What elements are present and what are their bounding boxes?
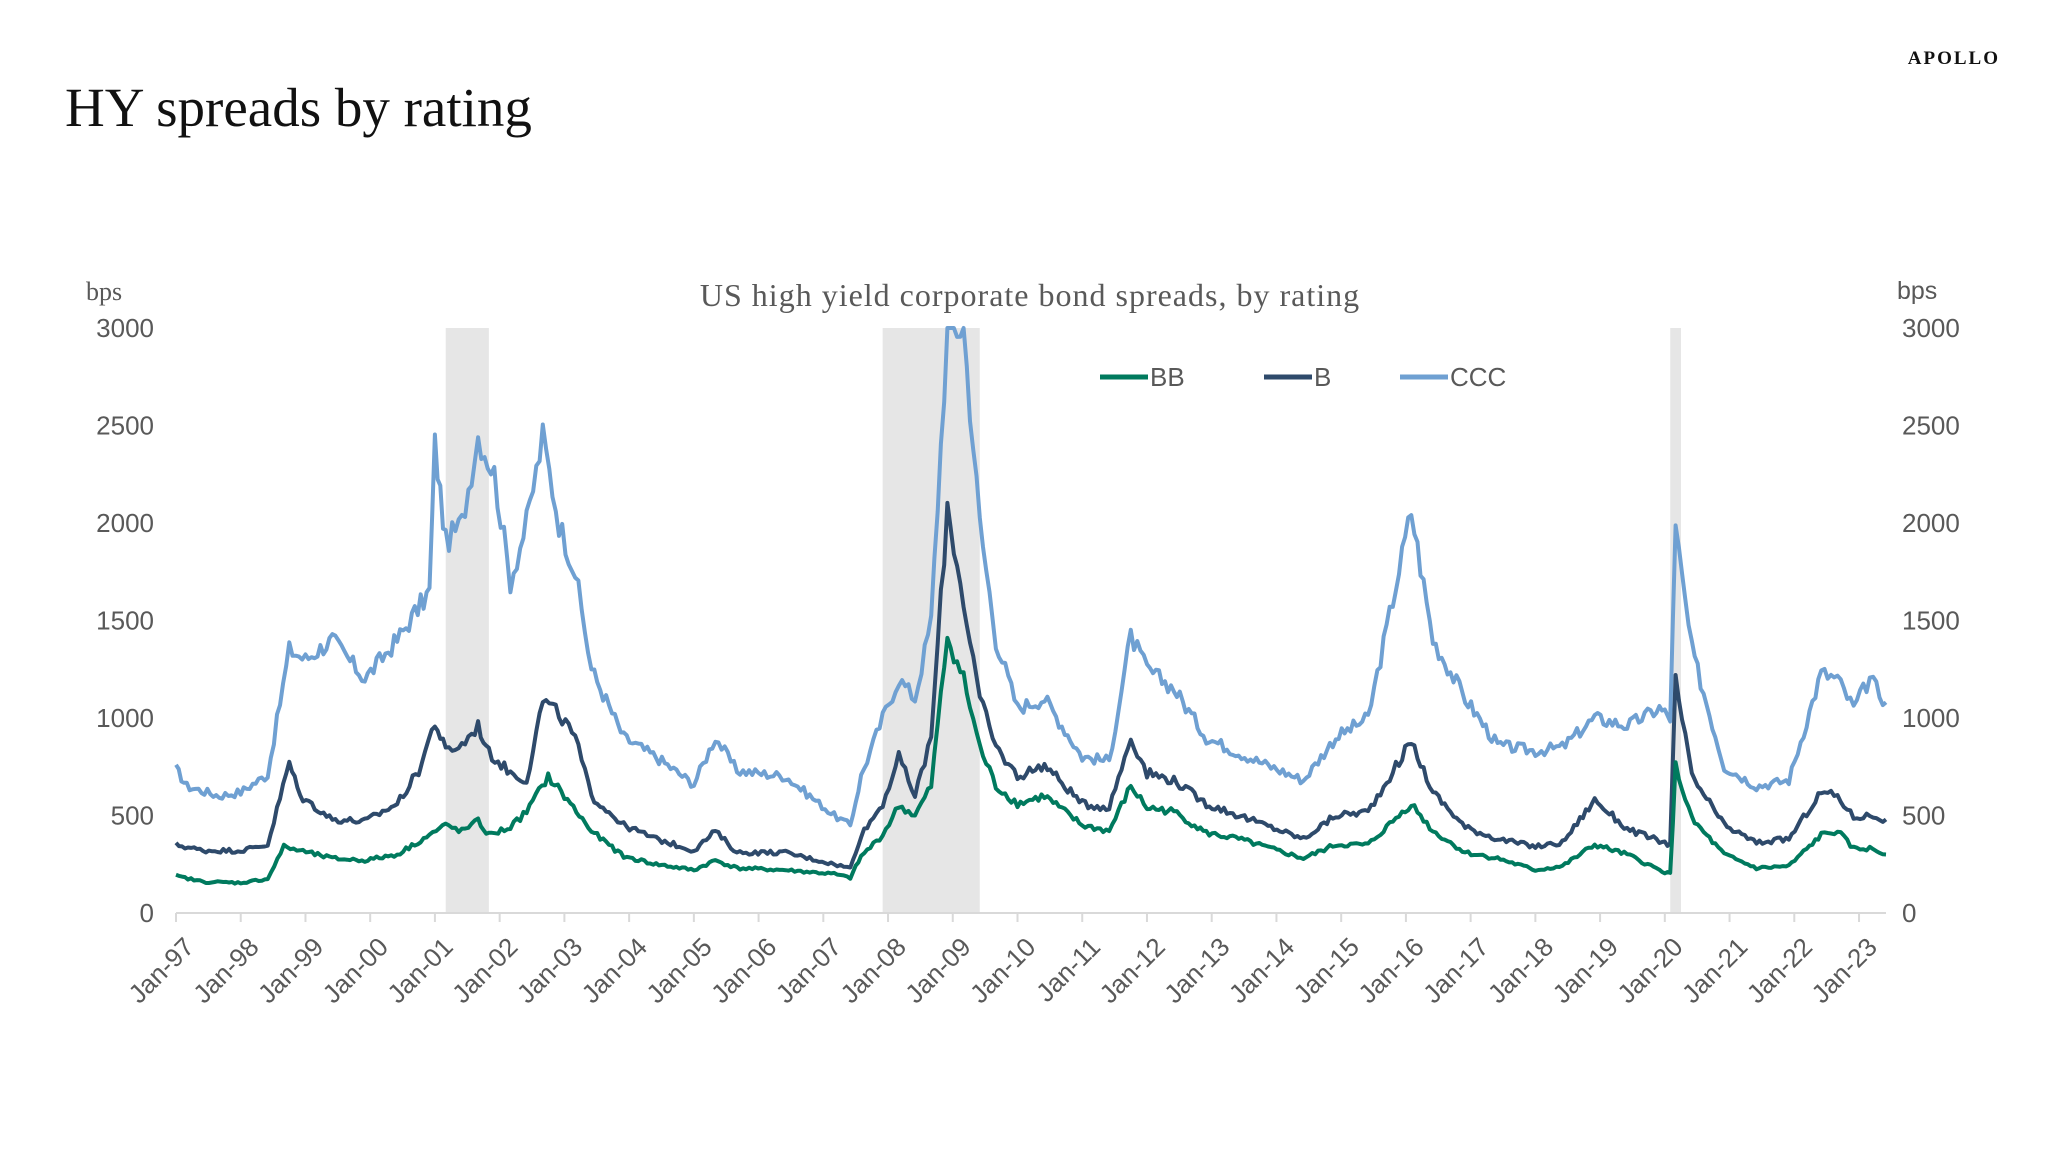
y-tick-label-right: 3000 xyxy=(1902,313,1960,343)
chart-title: US high yield corporate bond spreads, by… xyxy=(700,277,1360,313)
x-ticks: Jan-97Jan-98Jan-99Jan-00Jan-01Jan-02Jan-… xyxy=(122,913,1883,1009)
y-tick-label-left: 1000 xyxy=(96,703,154,733)
series-line-b xyxy=(174,500,1888,870)
x-tick-label: Jan-04 xyxy=(576,932,653,1009)
y-tick-label-left: 1500 xyxy=(96,606,154,636)
y-axis-label-left: bps xyxy=(86,277,122,306)
x-tick-label: Jan-11 xyxy=(1030,932,1106,1008)
x-tick-label: Jan-09 xyxy=(899,932,976,1009)
y-tick-label-right: 0 xyxy=(1902,898,1916,928)
legend-label-b: B xyxy=(1314,362,1331,392)
x-tick-label: Jan-15 xyxy=(1288,932,1365,1009)
x-tick-label: Jan-13 xyxy=(1158,932,1235,1009)
legend-label-ccc: CCC xyxy=(1450,362,1506,392)
y-tick-label-right: 1500 xyxy=(1902,606,1960,636)
page-title: HY spreads by rating xyxy=(65,77,532,138)
x-tick-label: Jan-01 xyxy=(381,932,458,1009)
x-tick-label: Jan-00 xyxy=(317,932,394,1009)
x-tick-label: Jan-14 xyxy=(1223,932,1300,1009)
y-tick-label-right: 500 xyxy=(1902,801,1945,831)
x-tick-label: Jan-19 xyxy=(1546,932,1623,1009)
y-tick-label-right: 2500 xyxy=(1902,411,1960,441)
series-line-bb xyxy=(175,635,1887,886)
recession-bands xyxy=(445,328,1682,913)
legend: BB B CCC xyxy=(1100,362,1506,392)
series-lines xyxy=(174,326,1888,886)
y-axis-label-right: bps xyxy=(1897,277,1937,305)
y-tick-label-left: 2000 xyxy=(96,508,154,538)
y-tick-label-left: 500 xyxy=(111,801,154,831)
legend-label-bb: BB xyxy=(1150,362,1185,392)
x-tick-label: Jan-02 xyxy=(446,932,523,1009)
y-tick-label-left: 3000 xyxy=(96,313,154,343)
y-ticks-left: 0 500 1000 1500 2000 2500 3000 xyxy=(96,313,154,928)
x-tick-label: Jan-21 xyxy=(1676,932,1753,1009)
x-tick-label: Jan-16 xyxy=(1352,932,1429,1009)
y-tick-label-left: 0 xyxy=(140,898,154,928)
recession-band-3 xyxy=(1670,328,1682,913)
x-tick-label: Jan-08 xyxy=(834,932,911,1009)
y-tick-label-right: 2000 xyxy=(1902,508,1960,538)
y-tick-label-right: 1000 xyxy=(1902,703,1960,733)
x-tick-label: Jan-98 xyxy=(187,932,264,1009)
series-line-ccc xyxy=(174,326,1888,828)
x-tick-label: Jan-17 xyxy=(1417,932,1494,1009)
x-tick-label: Jan-03 xyxy=(511,932,588,1009)
recession-band-1 xyxy=(445,328,489,913)
x-tick-label: Jan-07 xyxy=(770,932,847,1009)
brand-logo: APOLLO xyxy=(1907,48,2000,69)
x-tick-label: Jan-06 xyxy=(705,932,782,1009)
x-tick-label: Jan-97 xyxy=(122,932,199,1009)
x-tick-label: Jan-23 xyxy=(1805,932,1882,1009)
x-tick-label: Jan-99 xyxy=(252,932,329,1009)
x-tick-label: Jan-22 xyxy=(1741,932,1818,1009)
y-ticks-right: 0 500 1000 1500 2000 2500 3000 xyxy=(1902,313,1960,928)
x-tick-label: Jan-20 xyxy=(1611,932,1688,1009)
x-tick-label: Jan-18 xyxy=(1482,932,1559,1009)
y-tick-label-left: 2500 xyxy=(96,411,154,441)
x-tick-label: Jan-12 xyxy=(1093,932,1170,1009)
x-tick-label: Jan-05 xyxy=(640,932,717,1009)
x-tick-label: Jan-10 xyxy=(964,932,1041,1009)
